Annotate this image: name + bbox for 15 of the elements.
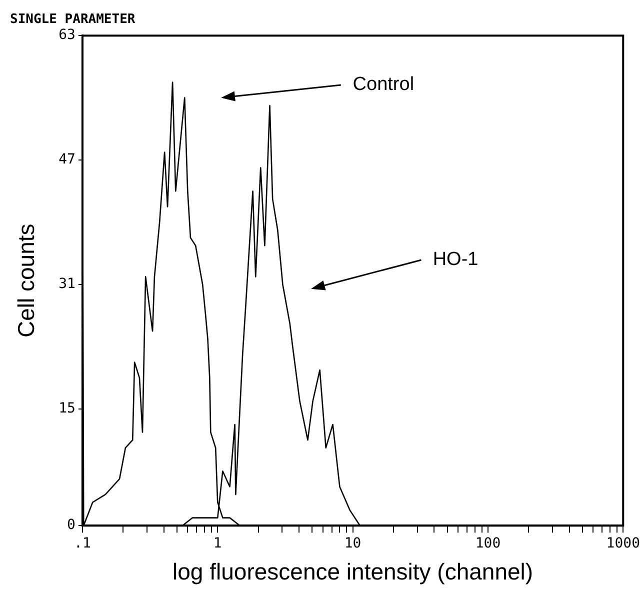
y-tick-label: 31 [58,276,76,292]
y-tick-label: 0 [67,517,76,534]
x-axis-title: log fluorescence intensity (channel) [172,558,534,585]
x-tick-label: .1 [74,536,91,552]
y-tick-label: 15 [58,400,76,417]
x-tick-label: 10 [344,536,362,552]
y-tick-label: 47 [58,152,76,168]
chart-title: SINGLE PARAMETER [10,12,136,28]
y-tick-label: 63 [58,27,76,44]
annotation: HO-1 [432,248,478,270]
x-tick-label: 100 [475,536,501,552]
y-axis-title: Cell counts [13,224,40,338]
annotation: Control [352,74,414,95]
x-tick-label: 1000 [606,536,640,552]
x-tick-label: 1 [213,536,222,552]
